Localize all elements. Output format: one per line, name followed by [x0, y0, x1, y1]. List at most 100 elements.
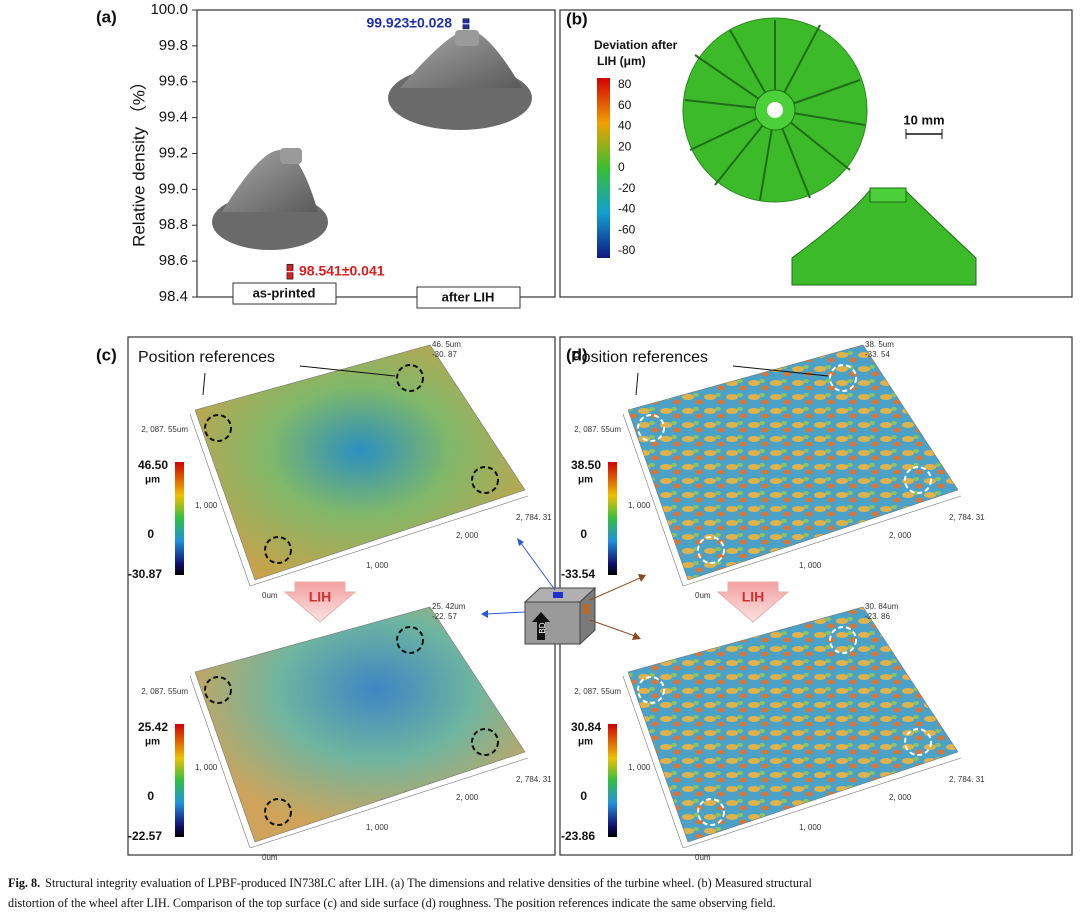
caption: Fig. 8. Structural integrity evaluation o…	[8, 876, 812, 890]
z-max-label: 25. 42um	[432, 602, 466, 611]
colorbar-min: -33.54	[561, 567, 595, 581]
position-marker	[471, 466, 499, 494]
colorbar-tick-label: 80	[618, 77, 632, 91]
caption-line: distortion of the wheel after LIH. Compa…	[8, 896, 776, 910]
axis-line	[249, 495, 529, 587]
origin-label: 0um	[262, 591, 278, 600]
colorbar-title: Deviation after	[594, 38, 678, 52]
x-low-label: 1, 000	[366, 561, 389, 570]
y-tick-label: 99.0	[159, 180, 188, 197]
panel-label: (b)	[566, 9, 588, 28]
scale-bar-label: 10 mm	[903, 112, 944, 127]
colorbar-unit: μm	[578, 737, 593, 748]
colorbar	[597, 78, 610, 258]
x-extent-label: 2, 784. 31	[516, 513, 552, 522]
z-min-label: -30. 87	[432, 350, 457, 359]
x-tick-label: as-printed	[253, 285, 316, 300]
colorbar-zero: 0	[580, 789, 587, 803]
z-max-label: 46. 5um	[432, 340, 461, 349]
axis-line	[189, 413, 251, 587]
colorbar-min: -30.87	[128, 567, 162, 581]
value-label: 99.923±0.028	[366, 15, 452, 31]
position-marker	[829, 364, 857, 392]
colorbar-tick-label: 40	[618, 119, 632, 133]
annotation-arrow	[299, 365, 396, 377]
z-min-label: -22. 57	[432, 612, 457, 621]
panel-b-frame	[559, 9, 1073, 298]
panel-label: (c)	[96, 345, 117, 364]
annotation-arrow	[635, 372, 639, 396]
surface-map	[627, 606, 959, 843]
y-mid-label: 1, 000	[195, 501, 218, 510]
x-mid-label: 2, 000	[456, 793, 479, 802]
colorbar-title: LIH (μm)	[597, 54, 646, 68]
colorbar	[175, 462, 184, 575]
colorbar	[175, 724, 184, 837]
cube-label: BD	[538, 622, 547, 633]
z-min-label: -23. 86	[865, 612, 890, 621]
colorbar-tick-label: 0	[618, 160, 625, 174]
panel-a-frame	[196, 9, 556, 298]
axis-line	[682, 495, 962, 587]
y-tick-label: 99.6	[159, 73, 188, 90]
origin-label: 0um	[262, 853, 278, 862]
x-extent-label: 2, 784. 31	[949, 775, 985, 784]
position-marker	[264, 798, 292, 826]
panel-label: (a)	[96, 7, 117, 26]
colorbar-min: -23.86	[561, 829, 595, 843]
surface-map	[627, 344, 959, 581]
category-box	[416, 286, 521, 309]
colorbar-zero: 0	[580, 527, 587, 541]
x-low-label: 1, 000	[799, 561, 822, 570]
colorbar	[608, 462, 617, 575]
x-mid-label: 2, 000	[889, 793, 912, 802]
colorbar-max: 30.84	[571, 720, 601, 734]
position-marker	[204, 676, 232, 704]
position-marker	[396, 364, 424, 392]
y-tick-label: 98.6	[159, 252, 188, 269]
y-mid-label: 1, 000	[195, 763, 218, 772]
y-extent-label: 2, 087. 55um	[141, 425, 188, 434]
y-tick-label: 100.0	[150, 1, 188, 18]
process-arrow	[716, 581, 790, 623]
colorbar-tick-label: -80	[618, 243, 636, 257]
x-low-label: 1, 000	[366, 823, 389, 832]
y-extent-label: 2, 087. 55um	[574, 425, 621, 434]
axis-line	[189, 675, 251, 849]
y-tick-label: 99.2	[159, 144, 188, 161]
position-marker	[204, 414, 232, 442]
annotation-arrow	[732, 365, 829, 377]
annotation: Position references	[571, 349, 708, 366]
position-marker	[904, 728, 932, 756]
colorbar-tick-label: -60	[618, 222, 636, 236]
colorbar-unit: μm	[145, 475, 160, 486]
position-marker	[637, 414, 665, 442]
x-extent-label: 2, 784. 31	[516, 775, 552, 784]
deviation-map	[682, 17, 977, 286]
colorbar-max: 38.50	[571, 458, 601, 472]
colorbar-min: -22.57	[128, 829, 162, 843]
axis-line	[682, 757, 962, 849]
caption-line: Structural integrity evaluation of LPBF-…	[45, 876, 812, 890]
surface-map	[194, 344, 526, 581]
process-label: LIH	[742, 589, 765, 605]
colorbar-tick-label: -40	[618, 202, 636, 216]
y-extent-label: 2, 087. 55um	[574, 687, 621, 696]
position-marker	[637, 676, 665, 704]
colorbar-unit: μm	[145, 737, 160, 748]
axis-line	[622, 675, 684, 849]
position-marker	[697, 536, 725, 564]
z-min-label: -33. 54	[865, 350, 890, 359]
y-tick-label: 98.8	[159, 216, 188, 233]
position-marker	[904, 466, 932, 494]
colorbar	[608, 724, 617, 837]
annotation: Position references	[138, 349, 275, 366]
x-mid-label: 2, 000	[456, 531, 479, 540]
axis-line	[249, 757, 529, 849]
position-marker	[471, 728, 499, 756]
surface-map	[194, 606, 526, 843]
colorbar-tick-label: -20	[618, 181, 636, 195]
colorbar-unit: μm	[578, 475, 593, 486]
caption-label: Fig. 8.	[8, 876, 40, 890]
